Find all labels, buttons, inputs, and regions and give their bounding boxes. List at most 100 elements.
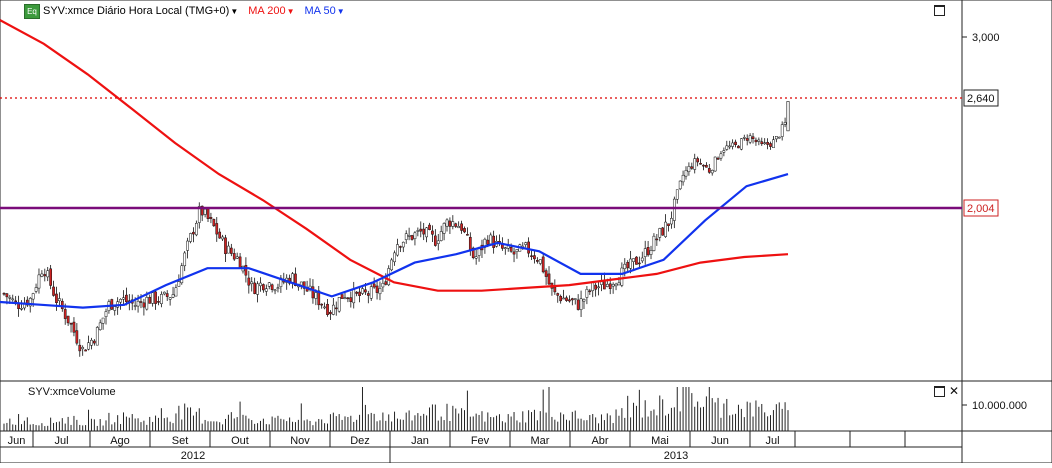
symbol-label: SYV:xmce Diário Hora Local (TMG+0) bbox=[43, 5, 230, 17]
candle-body bbox=[174, 287, 178, 297]
candle-body bbox=[145, 297, 149, 310]
candle-body bbox=[396, 244, 399, 256]
candle-body bbox=[40, 273, 44, 277]
candle-body bbox=[693, 158, 697, 170]
ma50-dropdown[interactable]: MA 50▼ bbox=[305, 5, 345, 17]
candle-body bbox=[751, 136, 755, 139]
candle-body bbox=[431, 230, 434, 235]
maximize-icon[interactable] bbox=[934, 386, 945, 397]
ma200-dropdown[interactable]: MA 200▼ bbox=[248, 5, 294, 17]
month-label: Jun bbox=[711, 435, 729, 447]
candle-body bbox=[512, 251, 516, 255]
maximize-icon[interactable] bbox=[934, 5, 945, 16]
candle-body bbox=[713, 156, 717, 172]
candle-body bbox=[366, 293, 370, 296]
candle-body bbox=[302, 281, 306, 289]
candle-body bbox=[238, 256, 242, 269]
candle-body bbox=[349, 297, 353, 302]
candle-body bbox=[267, 282, 271, 287]
candle-body bbox=[468, 236, 472, 251]
candle-body bbox=[375, 285, 379, 293]
candle-body bbox=[707, 168, 711, 173]
candle-body bbox=[17, 303, 20, 309]
candle-body bbox=[334, 307, 338, 310]
price-panel bbox=[0, 0, 963, 382]
month-label: Dez bbox=[350, 435, 370, 447]
candle-body bbox=[608, 283, 612, 290]
candle-body bbox=[381, 282, 385, 288]
candle-body bbox=[737, 145, 740, 149]
month-label: Set bbox=[172, 435, 189, 447]
candle-body bbox=[2, 292, 6, 295]
candle-body bbox=[20, 308, 23, 310]
candle-body bbox=[728, 145, 732, 148]
candle-body bbox=[463, 228, 466, 233]
month-label: Jun bbox=[8, 435, 26, 447]
candle-body bbox=[614, 283, 618, 287]
chart-header: Eq SYV:xmce Diário Hora Local (TMG+0)▼ M… bbox=[24, 2, 355, 20]
last-price-box bbox=[963, 89, 999, 107]
volume-bars-layer bbox=[3, 387, 789, 431]
month-label: Out bbox=[231, 435, 249, 447]
candle-body bbox=[617, 282, 621, 286]
candle-body bbox=[209, 217, 213, 219]
candle-body bbox=[326, 303, 329, 315]
candle-body bbox=[183, 252, 187, 267]
candle-body bbox=[122, 297, 125, 300]
candle-body bbox=[206, 208, 210, 219]
candle-body bbox=[110, 299, 114, 310]
candle-body bbox=[515, 249, 519, 252]
candle-body bbox=[235, 256, 239, 259]
candle-body bbox=[60, 300, 64, 310]
candle-body bbox=[626, 262, 630, 269]
candle-body bbox=[346, 297, 350, 300]
candle-body bbox=[471, 247, 475, 259]
month-label: Jul bbox=[54, 435, 68, 447]
candle-body bbox=[399, 246, 402, 248]
candle-body bbox=[605, 283, 609, 287]
candle-body bbox=[221, 236, 224, 240]
candle-body bbox=[509, 246, 513, 252]
candles-layer bbox=[2, 101, 790, 357]
candle-body bbox=[445, 219, 449, 227]
candle-body bbox=[742, 137, 746, 139]
candle-body bbox=[603, 280, 606, 290]
volume-title: SYV:xmceVolume bbox=[28, 386, 116, 398]
year-label: 2013 bbox=[664, 450, 688, 462]
candle-body bbox=[11, 298, 15, 301]
candle-body bbox=[390, 259, 393, 271]
symbol-dropdown[interactable]: SYV:xmce Diário Hora Local (TMG+0)▼ bbox=[43, 5, 238, 17]
candle-body bbox=[722, 150, 726, 153]
candle-body bbox=[63, 309, 67, 319]
candle-body bbox=[643, 248, 647, 257]
candle-body bbox=[585, 289, 589, 298]
candle-body bbox=[31, 293, 35, 300]
candle-body bbox=[640, 257, 644, 262]
last-price-label: 2,640 bbox=[967, 93, 995, 105]
volume-panel bbox=[0, 380, 963, 432]
candle-body bbox=[407, 235, 411, 237]
candle-body bbox=[259, 282, 262, 287]
candle-body bbox=[177, 281, 181, 287]
ma200-label: MA 200 bbox=[248, 5, 286, 17]
candle-body bbox=[358, 291, 361, 296]
candle-body bbox=[428, 224, 431, 230]
close-icon[interactable]: ✕ bbox=[949, 384, 960, 398]
month-label: Ago bbox=[110, 435, 130, 447]
month-label: Jul bbox=[765, 435, 779, 447]
candle-body bbox=[151, 292, 154, 304]
candle-body bbox=[649, 250, 653, 255]
candle-body bbox=[197, 206, 201, 223]
month-label: Jan bbox=[411, 435, 429, 447]
candle-body bbox=[98, 322, 102, 331]
candle-body bbox=[171, 294, 175, 298]
candle-body bbox=[37, 274, 41, 289]
candle-body bbox=[754, 139, 758, 143]
candle-body bbox=[331, 304, 335, 315]
candle-body bbox=[46, 270, 50, 278]
volume-axis-label: 10.000.000 bbox=[972, 400, 1027, 412]
candle-body bbox=[337, 297, 341, 312]
candle-body bbox=[215, 223, 219, 235]
candle-body bbox=[486, 239, 490, 245]
